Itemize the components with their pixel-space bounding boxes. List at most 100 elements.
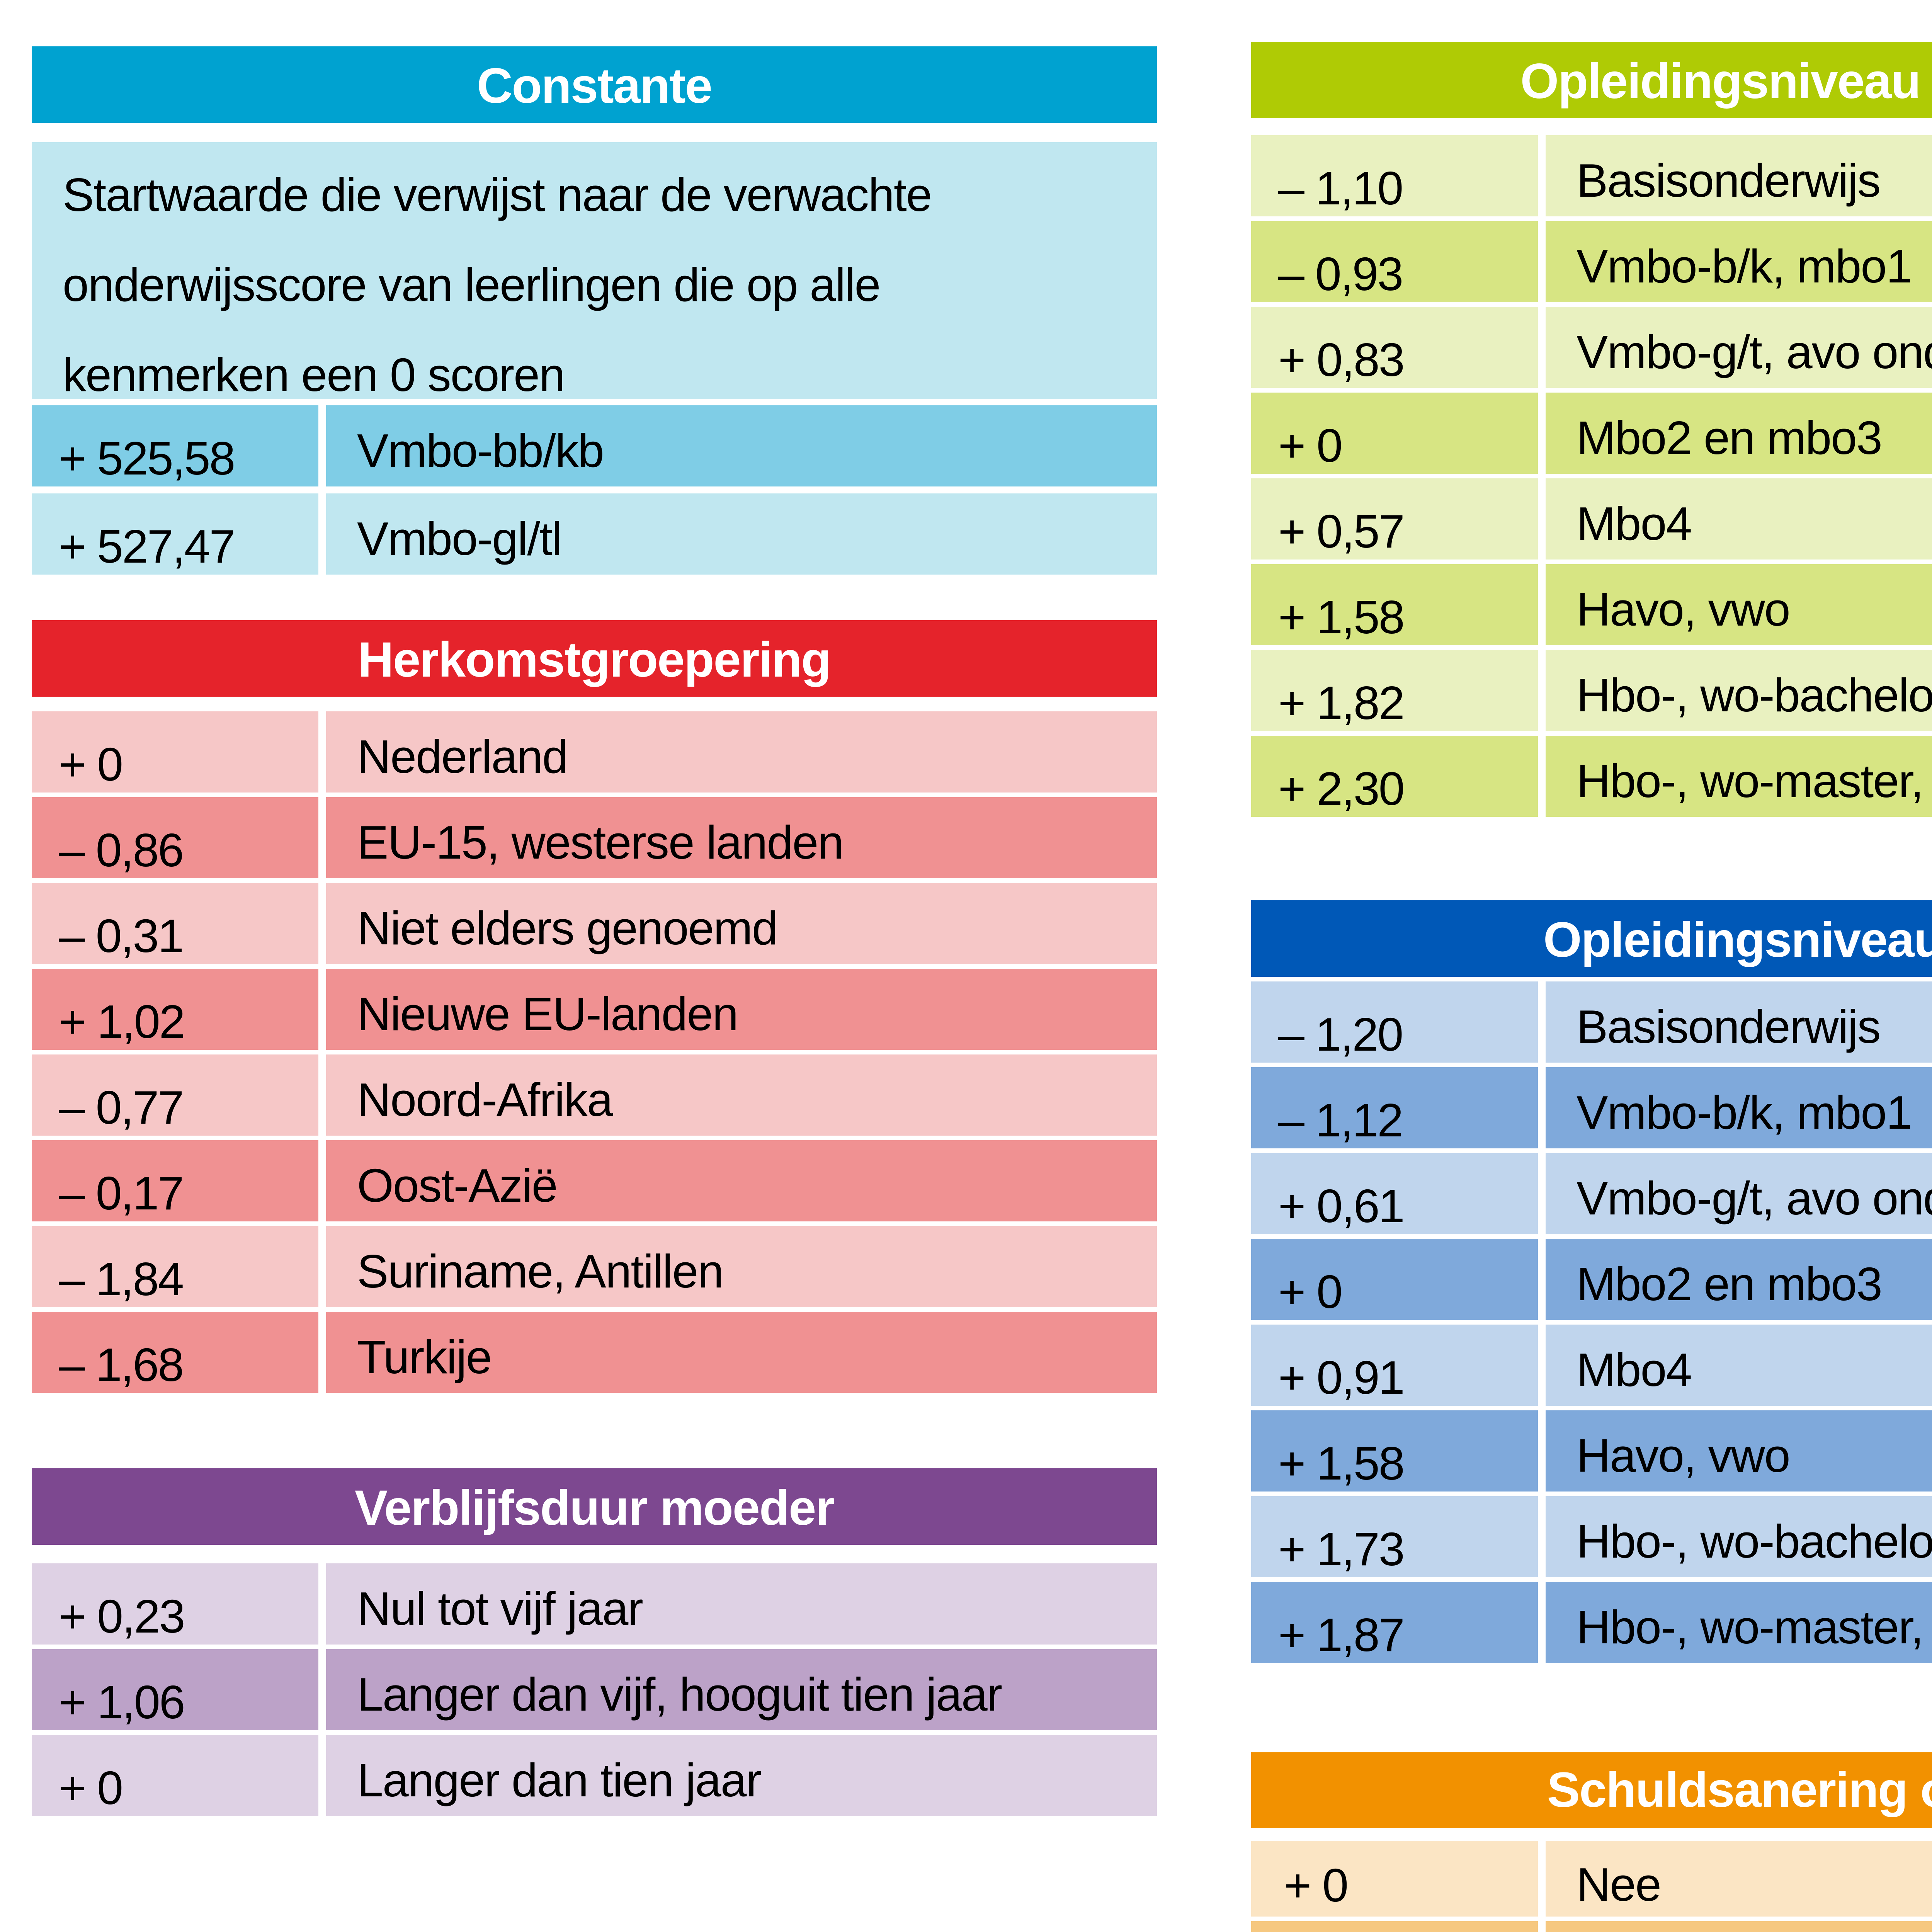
verblijf-panel: Verblijfsduur moeder + 0,23 Nul tot vijf… <box>32 1468 1157 1816</box>
row-value: – 1,84 <box>32 1226 318 1307</box>
table-row: + 0,57 Mbo4 <box>1251 478 1932 560</box>
row-value: – 1,10 <box>1251 135 1538 216</box>
row-label: Vmbo-b/k, mbo1 <box>1546 1067 1932 1148</box>
table-row: – 1,12 Vmbo-b/k, mbo1 <box>1251 1067 1932 1148</box>
row-value: – 1,54 <box>1251 1921 1538 1932</box>
row-value: + 0,91 <box>1251 1325 1538 1406</box>
row-label: Oost-Azië <box>326 1140 1157 1221</box>
constante-header: Constante <box>32 46 1157 123</box>
table-row: – 0,31 Niet elders genoemd <box>32 883 1157 964</box>
table-row: + 1,02 Nieuwe EU-landen <box>32 969 1157 1050</box>
row-value: + 0,57 <box>1251 478 1538 560</box>
row-label: Turkije <box>326 1312 1157 1393</box>
vader-header: Opleidingsniveau vader <box>1251 900 1932 977</box>
table-row: + 1,82 Hbo-, wo-bachelor <box>1251 650 1932 731</box>
row-value: + 525,58 <box>32 405 318 486</box>
row-label: Hbo-, wo-bachelor <box>1546 1496 1932 1577</box>
schuld-panel: Schuldsanering ouders + 0 Nee – 1,54 Ja <box>1251 1752 1932 1932</box>
row-label: Niet elders genoemd <box>326 883 1157 964</box>
row-value: + 1,58 <box>1251 564 1538 645</box>
row-label: Mbo2 en mbo3 <box>1546 393 1932 474</box>
row-label: Ja <box>1546 1921 1932 1932</box>
table-row: + 1,73 Hbo-, wo-bachelor <box>1251 1496 1932 1577</box>
table-row: + 1,58 Havo, vwo <box>1251 564 1932 645</box>
row-label: EU-15, westerse landen <box>326 797 1157 878</box>
row-label: Vmbo-bb/kb <box>326 405 1157 486</box>
row-value: – 0,86 <box>32 797 318 878</box>
row-value: + 0 <box>1251 393 1538 474</box>
row-value: + 1,87 <box>1251 1582 1538 1663</box>
row-value: + 1,58 <box>1251 1410 1538 1492</box>
constante-panel: Constante Startwaarde die verwijst naar … <box>32 46 1157 575</box>
row-value: + 527,47 <box>32 493 318 575</box>
constante-description-line: Startwaarde die verwijst naar de verwach… <box>63 168 932 221</box>
constante-description: Startwaarde die verwijst naar de verwach… <box>32 142 1157 401</box>
row-value: – 1,20 <box>1251 981 1538 1063</box>
constante-description-line: onderwijsscore van leerlingen die op all… <box>63 259 881 311</box>
table-row: – 0,93 Vmbo-b/k, mbo1 <box>1251 221 1932 302</box>
verblijf-header: Verblijfsduur moeder <box>32 1468 1157 1545</box>
row-label: Suriname, Antillen <box>326 1226 1157 1307</box>
row-label: Havo, vwo <box>1546 1410 1932 1492</box>
table-row: + 0 Nederland <box>32 711 1157 793</box>
row-value: + 0 <box>1251 1239 1538 1320</box>
row-label: Langer dan tien jaar <box>326 1735 1157 1816</box>
table-row: – 1,68 Turkije <box>32 1312 1157 1393</box>
moeder-panel: Opleidingsniveau moeder – 1,10 Basisonde… <box>1251 42 1932 817</box>
row-value: + 0 <box>32 711 318 793</box>
row-value: + 1,82 <box>1251 650 1538 731</box>
row-label: Havo, vwo <box>1546 564 1932 645</box>
table-row: – 0,17 Oost-Azië <box>32 1140 1157 1221</box>
table-row: – 0,86 EU-15, westerse landen <box>32 797 1157 878</box>
row-label: Mbo2 en mbo3 <box>1546 1239 1932 1320</box>
table-row: + 0,91 Mbo4 <box>1251 1325 1932 1406</box>
table-row: + 1,58 Havo, vwo <box>1251 1410 1932 1492</box>
row-label: Basisonderwijs <box>1546 981 1932 1063</box>
table-row: + 0,83 Vmbo-g/t, avo onderbouw <box>1251 307 1932 388</box>
row-label: Vmbo-b/k, mbo1 <box>1546 221 1932 302</box>
row-value: + 0,23 <box>32 1563 318 1645</box>
table-row: – 1,10 Basisonderwijs <box>1251 135 1932 216</box>
row-label: Hbo-, wo-bachelor <box>1546 650 1932 731</box>
row-label: Vmbo-g/t, avo onderbouw <box>1546 1153 1932 1234</box>
row-label: Mbo4 <box>1546 478 1932 560</box>
row-value: + 1,06 <box>32 1649 318 1730</box>
table-row: + 2,30 Hbo-, wo-master, doctor <box>1251 736 1932 817</box>
table-row: + 525,58 Vmbo-bb/kb <box>32 405 1157 486</box>
table-row: + 1,87 Hbo-, wo-master, doctor <box>1251 1582 1932 1663</box>
row-value: + 0,83 <box>1251 307 1538 388</box>
table-row: + 0 Langer dan tien jaar <box>32 1735 1157 1816</box>
row-label: Mbo4 <box>1546 1325 1932 1406</box>
table-row: – 1,20 Basisonderwijs <box>1251 981 1932 1063</box>
row-value: – 0,77 <box>32 1054 318 1136</box>
row-value: + 1,02 <box>32 969 318 1050</box>
moeder-header: Opleidingsniveau moeder <box>1251 42 1932 118</box>
table-row: + 0,61 Vmbo-g/t, avo onderbouw <box>1251 1153 1932 1234</box>
row-value: – 1,12 <box>1251 1067 1538 1148</box>
table-row: + 527,47 Vmbo-gl/tl <box>32 493 1157 575</box>
row-value: + 0 <box>1251 1841 1538 1917</box>
row-label: Noord-Afrika <box>326 1054 1157 1136</box>
row-value: – 0,93 <box>1251 221 1538 302</box>
row-value: – 0,17 <box>32 1140 318 1221</box>
row-label: Nee <box>1546 1841 1932 1917</box>
row-value: + 2,30 <box>1251 736 1538 817</box>
row-label: Hbo-, wo-master, doctor <box>1546 736 1932 817</box>
row-label: Vmbo-g/t, avo onderbouw <box>1546 307 1932 388</box>
table-row: – 1,54 Ja <box>1251 1921 1932 1932</box>
row-label: Langer dan vijf, hooguit tien jaar <box>326 1649 1157 1730</box>
row-value: + 0 <box>32 1735 318 1816</box>
table-row: + 0 Mbo2 en mbo3 <box>1251 393 1932 474</box>
table-row: – 0,77 Noord-Afrika <box>32 1054 1157 1136</box>
row-value: – 1,68 <box>32 1312 318 1393</box>
herkomst-header: Herkomstgroepering <box>32 620 1157 697</box>
herkomst-panel: Herkomstgroepering + 0 Nederland – 0,86 … <box>32 620 1157 1393</box>
row-value: + 0,61 <box>1251 1153 1538 1234</box>
table-row: + 0 Mbo2 en mbo3 <box>1251 1239 1932 1320</box>
row-label: Nul tot vijf jaar <box>326 1563 1157 1645</box>
constante-description-line: kenmerken een 0 scoren <box>63 349 565 401</box>
row-label: Nederland <box>326 711 1157 793</box>
table-row: + 0,23 Nul tot vijf jaar <box>32 1563 1157 1645</box>
vader-panel: Opleidingsniveau vader – 1,20 Basisonder… <box>1251 900 1932 1663</box>
table-row: – 1,84 Suriname, Antillen <box>32 1226 1157 1307</box>
